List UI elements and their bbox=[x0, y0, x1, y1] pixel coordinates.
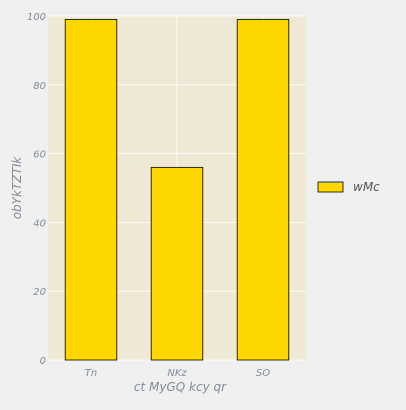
y-tick-label: 0 bbox=[40, 356, 46, 367]
legend-swatch bbox=[317, 181, 344, 193]
bar bbox=[150, 166, 204, 361]
y-tick-label: 60 bbox=[33, 150, 46, 161]
bar bbox=[236, 19, 290, 361]
x-tick-label: SO bbox=[256, 368, 270, 379]
y-tick-label: 40 bbox=[33, 218, 46, 229]
x-tick-label: NKz bbox=[167, 368, 187, 379]
bars bbox=[64, 19, 290, 361]
legend-label: wMc bbox=[353, 180, 380, 194]
y-tick-label: 20 bbox=[33, 287, 46, 298]
bar bbox=[64, 19, 118, 361]
y-axis-label: obYkTZTIk bbox=[10, 156, 24, 220]
x-tick-labels: Tn NKz SO bbox=[85, 368, 270, 379]
x-tick-label: Tn bbox=[85, 368, 97, 379]
legend: wMc bbox=[317, 180, 380, 194]
y-tick-label: 80 bbox=[33, 81, 46, 92]
y-tick-label: 100 bbox=[27, 12, 46, 23]
y-tick-labels: 0 20 40 60 80 100 bbox=[27, 12, 46, 367]
x-axis-label: ct MyGQ kcy qr bbox=[134, 380, 227, 394]
